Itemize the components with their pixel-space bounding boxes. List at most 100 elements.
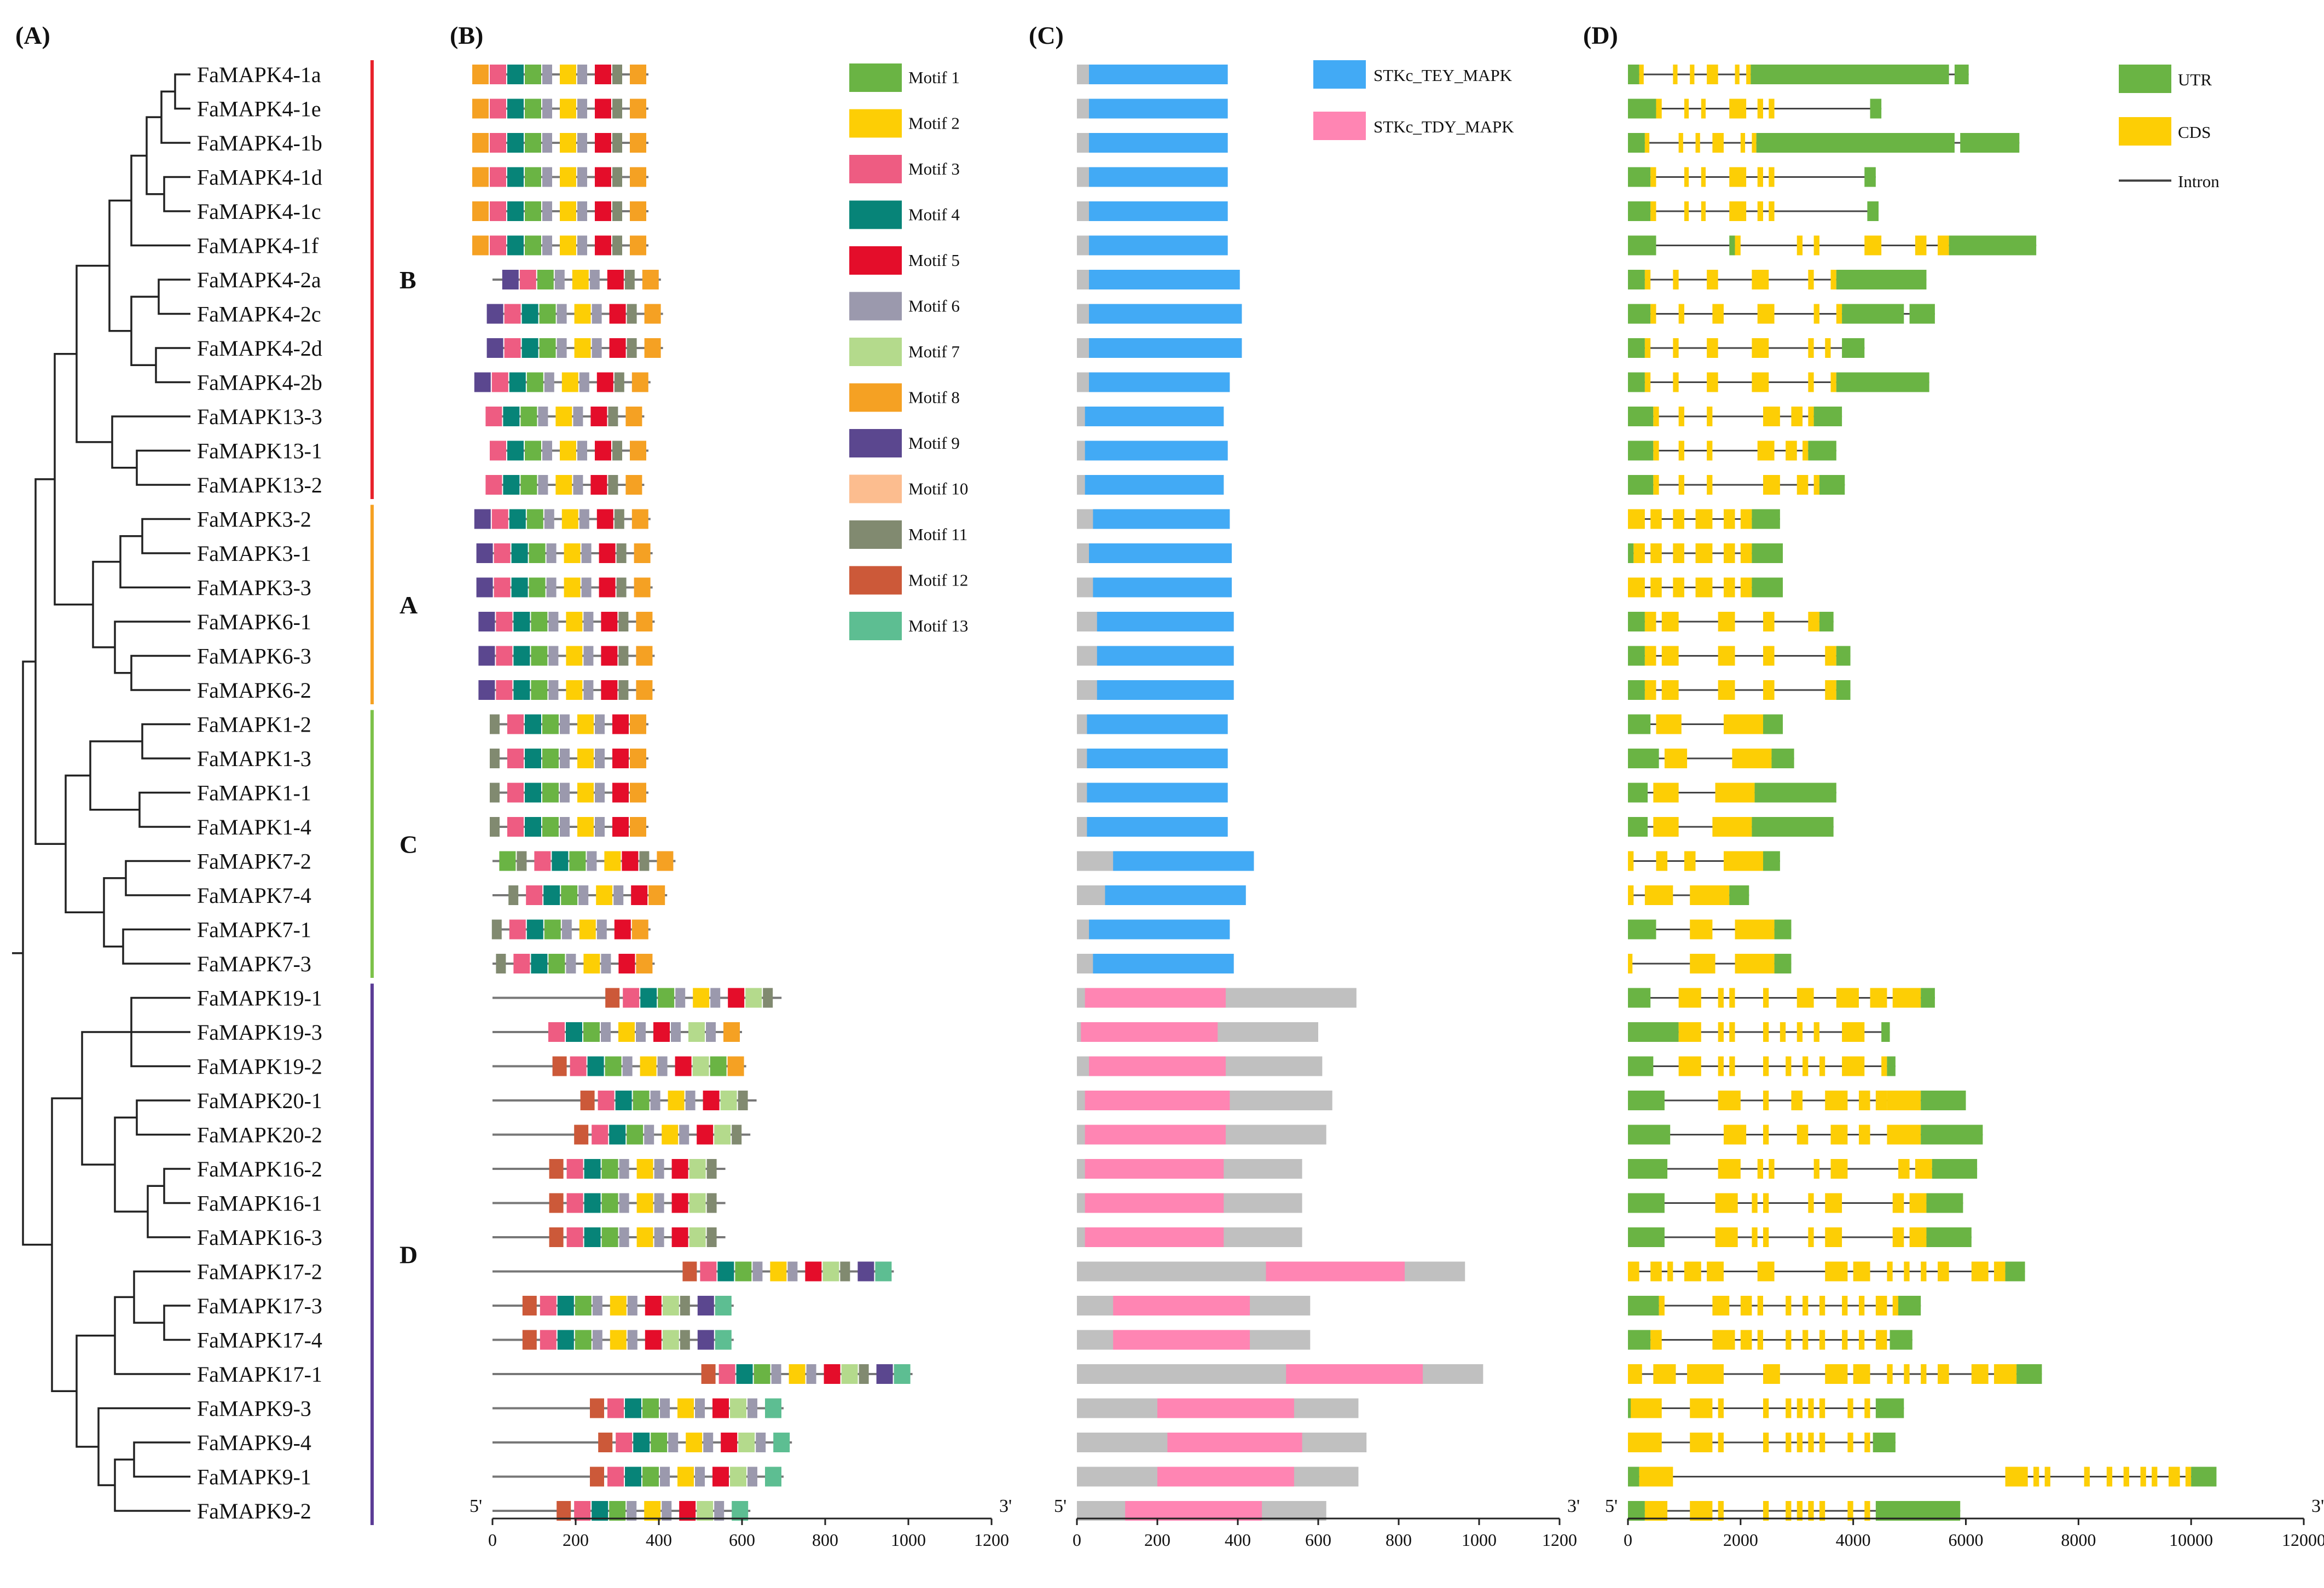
cds-box [1718,1159,1741,1179]
motif-7-box [662,1296,679,1315]
tree-branch [34,478,66,845]
tdy-domain-box [1085,988,1226,1008]
motif-3-box [490,201,506,221]
motif-1-box [651,1433,668,1452]
motif-6-box [595,714,605,734]
motif-11-box [706,1159,717,1179]
motif-8-box [630,201,646,221]
tey-domain-box [1093,954,1234,973]
motif-1-box [525,65,541,84]
cds-box [1796,1433,1803,1452]
motif-4-box [509,509,526,529]
motif-9-box [486,338,503,358]
utr-box [1628,235,1656,256]
motif-11-box [517,851,527,871]
motif-6-box [650,1091,660,1110]
motif-9-box [478,680,495,700]
motif-6-box [542,98,552,119]
motif-9-box [876,1364,893,1384]
cds-box [1723,543,1735,563]
motif-legend-label: Motif 9 [908,433,960,453]
cds-box [1650,1330,1662,1350]
motif-4-box [717,1261,734,1282]
cds-box [1687,1364,1724,1384]
tree-branch [136,1099,190,1136]
cds-box [1757,441,1775,461]
utr-box [1628,304,1651,324]
cds-box [1628,1364,1642,1384]
cds-box [1707,338,1718,358]
motif-12-box [522,1296,537,1315]
cds-box [1707,270,1718,289]
utr-box [1819,612,1834,631]
cds-box [1875,1091,1887,1110]
utr-box [1628,1091,1665,1110]
motif-3-box [507,714,524,734]
tree-branch [22,660,52,1246]
cds-box [1752,1227,1758,1247]
cds-box [1653,1364,1676,1384]
tree-branch [114,621,190,674]
cds-box [1763,1433,1769,1452]
motif-1-box [531,612,548,631]
motif-6-box [560,714,570,734]
utr-box [1756,133,1955,153]
cds-box [1718,1398,1724,1418]
cds-box [1673,509,1684,529]
motif-1-box [526,372,543,392]
motif-5-box [645,1296,662,1315]
motif-4-box [531,954,548,973]
motif-5-box [618,954,635,973]
cds-box [1684,201,1689,221]
cds-box [1757,98,1763,119]
tree-branch [138,791,190,828]
motif-11-box [508,885,519,905]
motif-11-box [618,680,629,700]
motif-5-box [728,988,745,1008]
cds-box [1740,577,1752,598]
utr-box [1921,1091,1966,1110]
cds-box [1644,338,1651,358]
utr-box [1836,646,1851,666]
cds-box [1763,1398,1769,1418]
motif-2-box [662,1125,679,1145]
motif-6-box [577,441,587,461]
gene-label: FaMAPK9-1 [197,1465,311,1490]
motif-7-box [688,1022,705,1042]
cds-box [1803,1330,1809,1350]
axis-tick-label: 0 [488,1530,497,1550]
cds-box [1769,1159,1775,1179]
cds-box [1718,1091,1741,1110]
cds-box [1729,1022,1735,1042]
motif-2-box [789,1364,805,1384]
utr-box [1628,646,1645,666]
gene-structure-panel [1628,65,2217,1521]
cds-box [1729,167,1747,187]
utr-box [1628,1159,1668,1179]
tree-branch [81,1031,115,1166]
cds-box [1653,441,1659,461]
motif-legend-label: Motif 5 [908,251,960,270]
motif-2-box [560,201,576,221]
cds-box [1904,1261,1910,1282]
cds-box [1701,167,1706,187]
cds-box [1650,167,1656,187]
cds-box [1819,1330,1825,1350]
cds-box [1650,304,1656,324]
motif-4-box [507,441,524,461]
motif-1-box [542,817,559,837]
motif-6-box [592,1330,602,1350]
cds-box [1803,1056,1809,1076]
motif-11-box [738,1091,748,1110]
cds-box [1732,749,1772,768]
motif-1-box [633,1091,650,1110]
motif-13-box [715,1296,732,1315]
motif-1-box [658,988,675,1008]
cds-box [1757,167,1763,187]
tdy-domain-box [1157,1467,1294,1487]
cds-box [1752,372,1769,392]
cds-box [1673,270,1679,289]
cds-box [1718,612,1735,631]
tey-domain-box [1087,817,1228,837]
cds-box [1813,1159,1819,1179]
